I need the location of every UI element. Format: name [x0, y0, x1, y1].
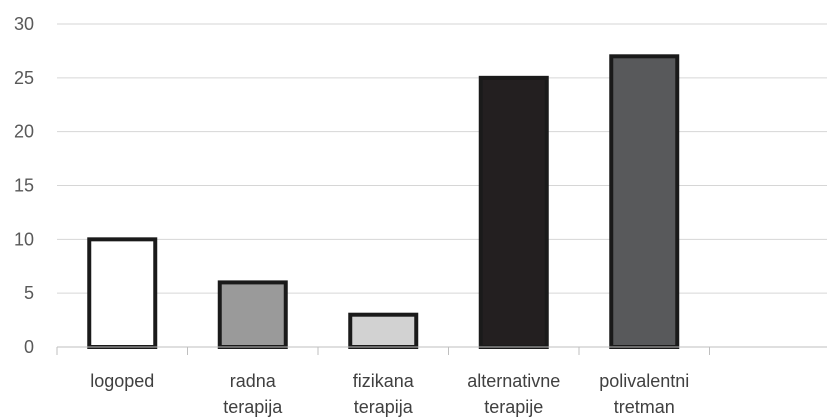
bar-0	[87, 237, 158, 349]
x-tick-label-line: alternativne	[467, 371, 560, 391]
x-tick-label-line: fizikana	[353, 371, 415, 391]
y-tick-label-25: 25	[14, 68, 34, 88]
x-tick-label-line: logoped	[90, 371, 154, 391]
y-tick-label-15: 15	[14, 176, 34, 196]
bars	[87, 54, 680, 350]
y-tick-label-10: 10	[14, 229, 34, 249]
x-tick-label-line: radna	[230, 371, 277, 391]
x-tick-label-line: polivalentni	[599, 371, 689, 391]
bar-3	[478, 75, 549, 349]
x-axis-category-labels: logoped radna terapija fizikana terapija alte…	[90, 371, 689, 417]
x-tick-label-2: fizikana terapija	[353, 371, 415, 417]
y-tick-label-0: 0	[24, 337, 34, 357]
gridlines	[57, 23, 827, 294]
x-tick-label-3: alternativne terapije	[467, 371, 560, 417]
x-tick-label-0: logoped	[90, 371, 154, 391]
x-tick-label-line: terapija	[354, 397, 414, 417]
y-tick-label-5: 5	[24, 283, 34, 303]
y-tick-label-30: 30	[14, 14, 34, 34]
bar-2	[348, 312, 419, 350]
x-tick-label-1: radna terapija	[223, 371, 283, 417]
x-tick-label-line: terapija	[223, 397, 283, 417]
x-tick-label-4: polivalentni tretman	[599, 371, 689, 417]
y-tick-label-20: 20	[14, 122, 34, 142]
y-axis-tick-labels: 0 5 10 15 20 25 30	[14, 14, 34, 357]
x-tick-label-line: tretman	[614, 397, 675, 417]
bar-4	[609, 54, 680, 350]
x-tick-label-line: terapije	[484, 397, 543, 417]
bar-1	[217, 280, 288, 349]
x-axis	[56, 346, 827, 355]
